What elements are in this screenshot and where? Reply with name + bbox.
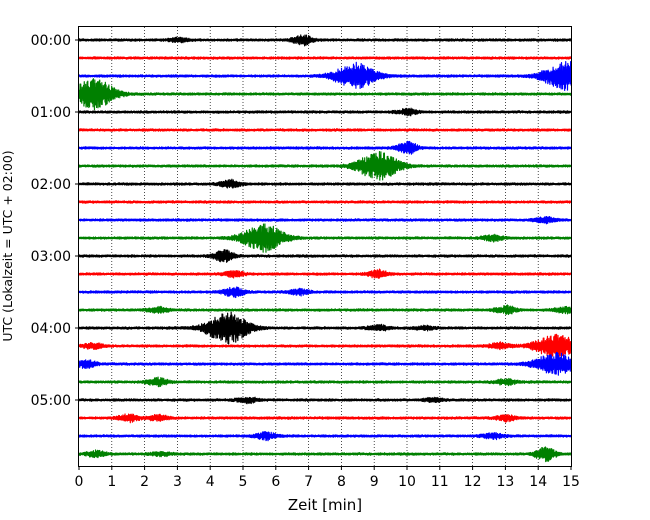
trace-0445 <box>78 376 572 388</box>
seismogram-traces <box>78 34 572 463</box>
y-axis-title: UTC (Lokalzeit = UTC + 02:00) <box>0 150 15 341</box>
x-tick-label: 5 <box>239 474 248 490</box>
x-tick-label: 11 <box>431 474 449 490</box>
trace-0500 <box>78 396 572 405</box>
trace-0245 <box>78 223 572 253</box>
x-tick-label: 10 <box>398 474 416 490</box>
trace-0345 <box>78 304 572 316</box>
y-tick-label: 01:00 <box>31 105 71 121</box>
trace-0430 <box>78 351 572 376</box>
y-tick-label: 00:00 <box>31 33 71 49</box>
trace-0000 <box>78 34 572 47</box>
trace-0100 <box>78 107 572 117</box>
trace-0130 <box>78 140 572 155</box>
y-tick-label: 05:00 <box>31 393 71 409</box>
trace-0145 <box>78 151 572 181</box>
x-tick-label: 4 <box>206 474 215 490</box>
x-tick-label: 2 <box>140 474 149 490</box>
x-tick-label: 7 <box>304 474 313 490</box>
trace-0200 <box>78 178 572 189</box>
y-tick-label: 04:00 <box>31 321 71 337</box>
x-axis-ticks: 0 1 2 3 4 5 6 7 8 9 10 11 12 13 14 15 <box>75 466 580 490</box>
trace-0330 <box>78 286 572 299</box>
x-tick-label: 8 <box>337 474 346 490</box>
y-tick-label: 02:00 <box>31 177 71 193</box>
x-tick-label: 15 <box>562 474 580 490</box>
trace-0545 <box>78 446 572 463</box>
x-tick-label: 6 <box>271 474 280 490</box>
x-tick-label: 12 <box>464 474 482 490</box>
trace-0300 <box>78 249 572 263</box>
trace-0215 <box>78 200 572 204</box>
x-tick-label: 1 <box>107 474 116 490</box>
trace-0015 <box>78 56 572 60</box>
y-tick-label: 03:00 <box>31 249 71 265</box>
trace-0230 <box>78 215 572 225</box>
x-tick-label: 14 <box>529 474 547 490</box>
trace-0045 <box>78 78 572 111</box>
trace-0415 <box>78 333 572 359</box>
plot-frame <box>78 26 572 467</box>
x-tick-label: 3 <box>173 474 182 490</box>
x-axis-title: Zeit [min] <box>288 496 362 514</box>
trace-0400 <box>78 311 572 345</box>
y-axis-ticks: 00:00 01:00 02:00 03:00 04:00 05:00 <box>31 33 79 409</box>
trace-0315 <box>78 268 572 279</box>
trace-0530 <box>78 431 572 442</box>
trace-0115 <box>78 128 572 132</box>
trace-0030 <box>78 61 572 91</box>
x-tick-label: 13 <box>496 474 514 490</box>
x-tick-label: 9 <box>370 474 379 490</box>
x-tick-label: 0 <box>75 474 84 490</box>
trace-0515 <box>78 413 572 424</box>
